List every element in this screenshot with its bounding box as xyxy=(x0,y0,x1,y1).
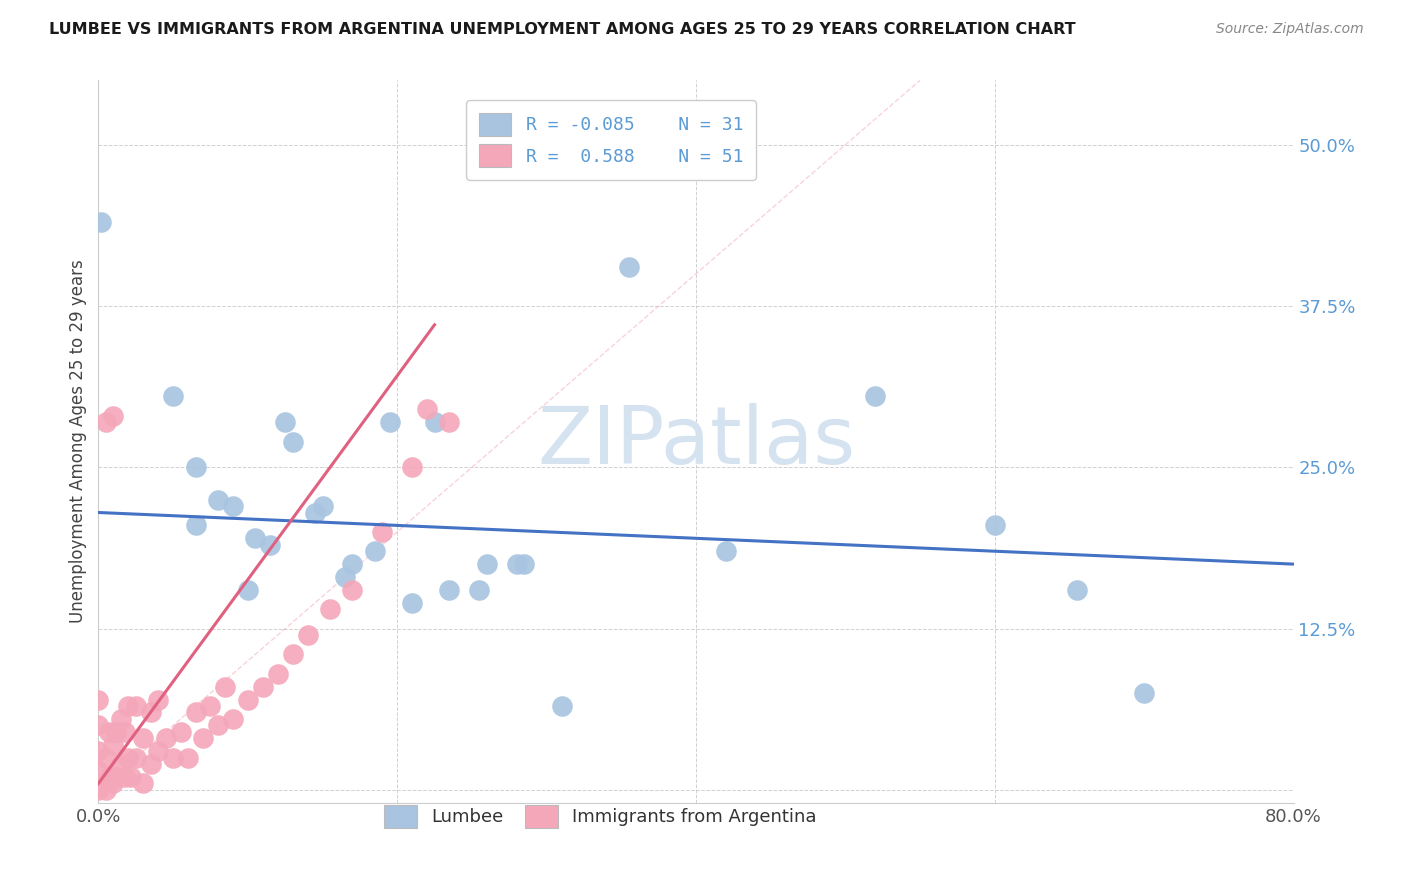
Point xyxy=(114,724,136,739)
Point xyxy=(439,582,461,597)
Text: LUMBEE VS IMMIGRANTS FROM ARGENTINA UNEMPLOYMENT AMONG AGES 25 TO 29 YEARS CORRE: LUMBEE VS IMMIGRANTS FROM ARGENTINA UNEM… xyxy=(49,22,1076,37)
Point xyxy=(155,731,177,746)
Point xyxy=(207,718,229,732)
Point xyxy=(214,680,236,694)
Point xyxy=(110,712,132,726)
Text: ZIPatlas: ZIPatlas xyxy=(537,402,855,481)
Point xyxy=(132,731,155,746)
Point xyxy=(117,699,139,714)
Point xyxy=(236,582,259,597)
Point xyxy=(162,750,184,764)
Point xyxy=(125,750,148,764)
Point xyxy=(184,518,207,533)
Point xyxy=(110,757,132,772)
Point xyxy=(94,750,117,764)
Point xyxy=(132,776,155,790)
Point xyxy=(207,492,229,507)
Point xyxy=(311,499,333,513)
Point xyxy=(378,415,401,429)
Point xyxy=(550,699,572,714)
Point xyxy=(342,557,364,571)
Point xyxy=(1066,582,1088,597)
Point xyxy=(148,744,170,758)
Point xyxy=(245,531,267,545)
Point xyxy=(222,712,245,726)
Point xyxy=(984,518,1007,533)
Y-axis label: Unemployment Among Ages 25 to 29 years: Unemployment Among Ages 25 to 29 years xyxy=(69,260,87,624)
Point xyxy=(87,692,110,706)
Point xyxy=(105,770,128,784)
Point xyxy=(371,524,394,539)
Point xyxy=(319,602,342,616)
Point xyxy=(252,680,274,694)
Point xyxy=(617,260,640,275)
Legend: Lumbee, Immigrants from Argentina: Lumbee, Immigrants from Argentina xyxy=(371,792,830,841)
Point xyxy=(87,744,110,758)
Point xyxy=(416,402,439,417)
Point xyxy=(259,538,281,552)
Point xyxy=(87,764,110,778)
Point xyxy=(94,783,117,797)
Point xyxy=(105,724,128,739)
Point xyxy=(865,389,887,403)
Point xyxy=(281,648,304,662)
Point xyxy=(120,770,142,784)
Point xyxy=(222,499,245,513)
Point xyxy=(90,215,112,229)
Point xyxy=(236,692,259,706)
Point xyxy=(117,750,139,764)
Point xyxy=(714,544,737,558)
Point xyxy=(87,783,110,797)
Point xyxy=(304,506,326,520)
Point xyxy=(513,557,536,571)
Point xyxy=(139,757,162,772)
Point xyxy=(177,750,200,764)
Point xyxy=(162,389,184,403)
Point xyxy=(169,724,191,739)
Point xyxy=(401,460,423,475)
Point xyxy=(139,706,162,720)
Point xyxy=(423,415,446,429)
Point xyxy=(342,582,364,597)
Point xyxy=(184,706,207,720)
Point xyxy=(148,692,170,706)
Point xyxy=(97,724,120,739)
Point xyxy=(125,699,148,714)
Point xyxy=(468,582,491,597)
Point xyxy=(114,770,136,784)
Point xyxy=(333,570,356,584)
Point xyxy=(506,557,529,571)
Point xyxy=(281,434,304,449)
Point xyxy=(184,460,207,475)
Text: Source: ZipAtlas.com: Source: ZipAtlas.com xyxy=(1216,22,1364,37)
Point xyxy=(475,557,498,571)
Point xyxy=(1133,686,1156,700)
Point xyxy=(297,628,319,642)
Point xyxy=(94,415,117,429)
Point xyxy=(103,738,125,752)
Point xyxy=(191,731,214,746)
Point xyxy=(97,770,120,784)
Point xyxy=(401,596,423,610)
Point xyxy=(103,409,125,423)
Point xyxy=(364,544,387,558)
Point xyxy=(267,666,290,681)
Point xyxy=(200,699,222,714)
Point xyxy=(274,415,297,429)
Point xyxy=(103,776,125,790)
Point xyxy=(439,415,461,429)
Point xyxy=(87,718,110,732)
